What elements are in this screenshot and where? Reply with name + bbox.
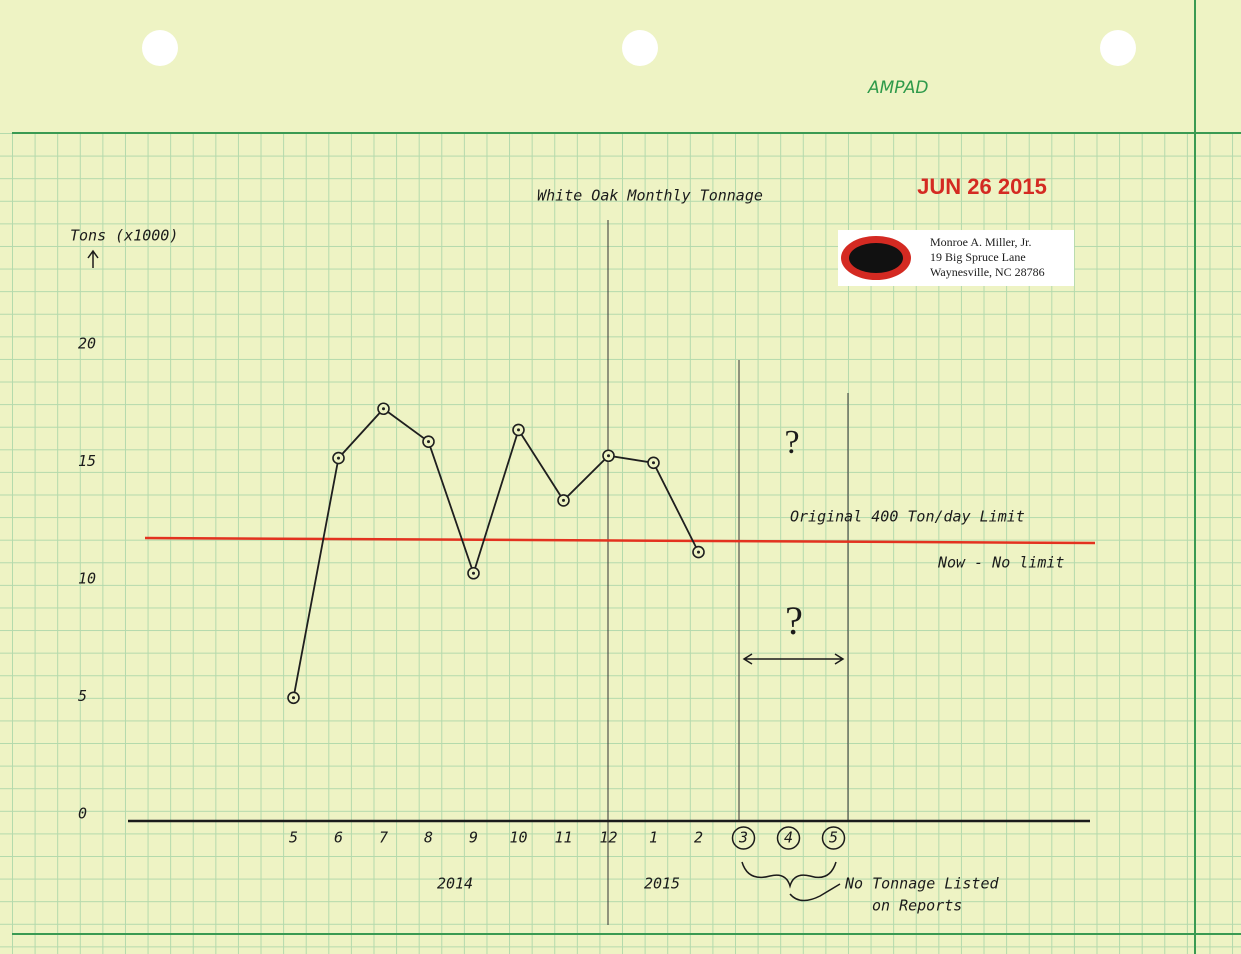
brace [741, 861, 837, 889]
limit-label: Original 400 Ton/day Limit [790, 508, 1025, 526]
arrow [87, 249, 99, 268]
logo: AMPAD [867, 78, 928, 98]
y-tick-label: 5 [78, 687, 87, 705]
x-tick-label: 2 [694, 829, 703, 847]
address-line: 19 Big Spruce Lane [930, 250, 1026, 264]
data-point-dot [697, 550, 700, 554]
data-point-dot [652, 461, 655, 465]
x-tick-label: 10 [509, 829, 527, 847]
y-axis-label: Tons (x1000) [70, 227, 178, 245]
punch-hole [1100, 30, 1136, 66]
note: on Reports [872, 897, 962, 915]
date-stamp: JUN 26 2015 [917, 174, 1047, 199]
data-line [292, 407, 700, 698]
data-point-dot [517, 428, 520, 432]
note: No Tonnage Listed [844, 875, 999, 893]
y-tick-label: 20 [78, 335, 96, 353]
address-line: Waynesville, NC 28786 [930, 265, 1045, 279]
data-point-dot [607, 454, 610, 458]
x-tick-label: 5 [829, 829, 838, 847]
category-circle [821, 826, 846, 850]
year-label: 2014 [437, 875, 473, 893]
arrow [789, 883, 841, 902]
data-point-dot [337, 456, 340, 460]
x-tick-label: 4 [784, 829, 793, 847]
year-label: 2015 [644, 875, 680, 893]
x-tick-label: 12 [599, 829, 617, 847]
punch-hole [622, 30, 658, 66]
data-point-dot [382, 407, 385, 411]
no-limit-label: Now - No limit [937, 554, 1064, 572]
punch-hole [142, 30, 178, 66]
address-line: Monroe A. Miller, Jr. [930, 235, 1032, 249]
double-arrow [742, 653, 845, 665]
x-tick-label: 3 [738, 829, 748, 847]
reference-line [144, 536, 1096, 545]
category-circle [731, 826, 756, 850]
gator-logo [849, 243, 903, 273]
y-tick-label: 10 [78, 570, 96, 588]
x-tick-label: 1 [649, 829, 658, 847]
x-tick-label: 11 [554, 829, 572, 847]
paper-header [0, 0, 1241, 133]
x-tick-label: 5 [289, 829, 298, 847]
data-point-dot [472, 571, 475, 575]
x-tick-label: 9 [469, 829, 478, 847]
x-tick-label: 7 [379, 829, 388, 847]
data-point-dot [427, 440, 430, 444]
x-tick-label: 6 [334, 829, 343, 847]
data-point-dot [562, 498, 565, 502]
chart-title: White Oak Monthly Tonnage [537, 187, 763, 205]
y-tick-label: 15 [78, 452, 96, 470]
data-point-dot [292, 696, 295, 700]
x-tick-label: 8 [424, 829, 433, 847]
question-mark: ? [784, 424, 799, 461]
y-tick-label: 0 [78, 805, 87, 823]
category-circle [776, 826, 801, 850]
question-mark: ? [785, 598, 803, 643]
